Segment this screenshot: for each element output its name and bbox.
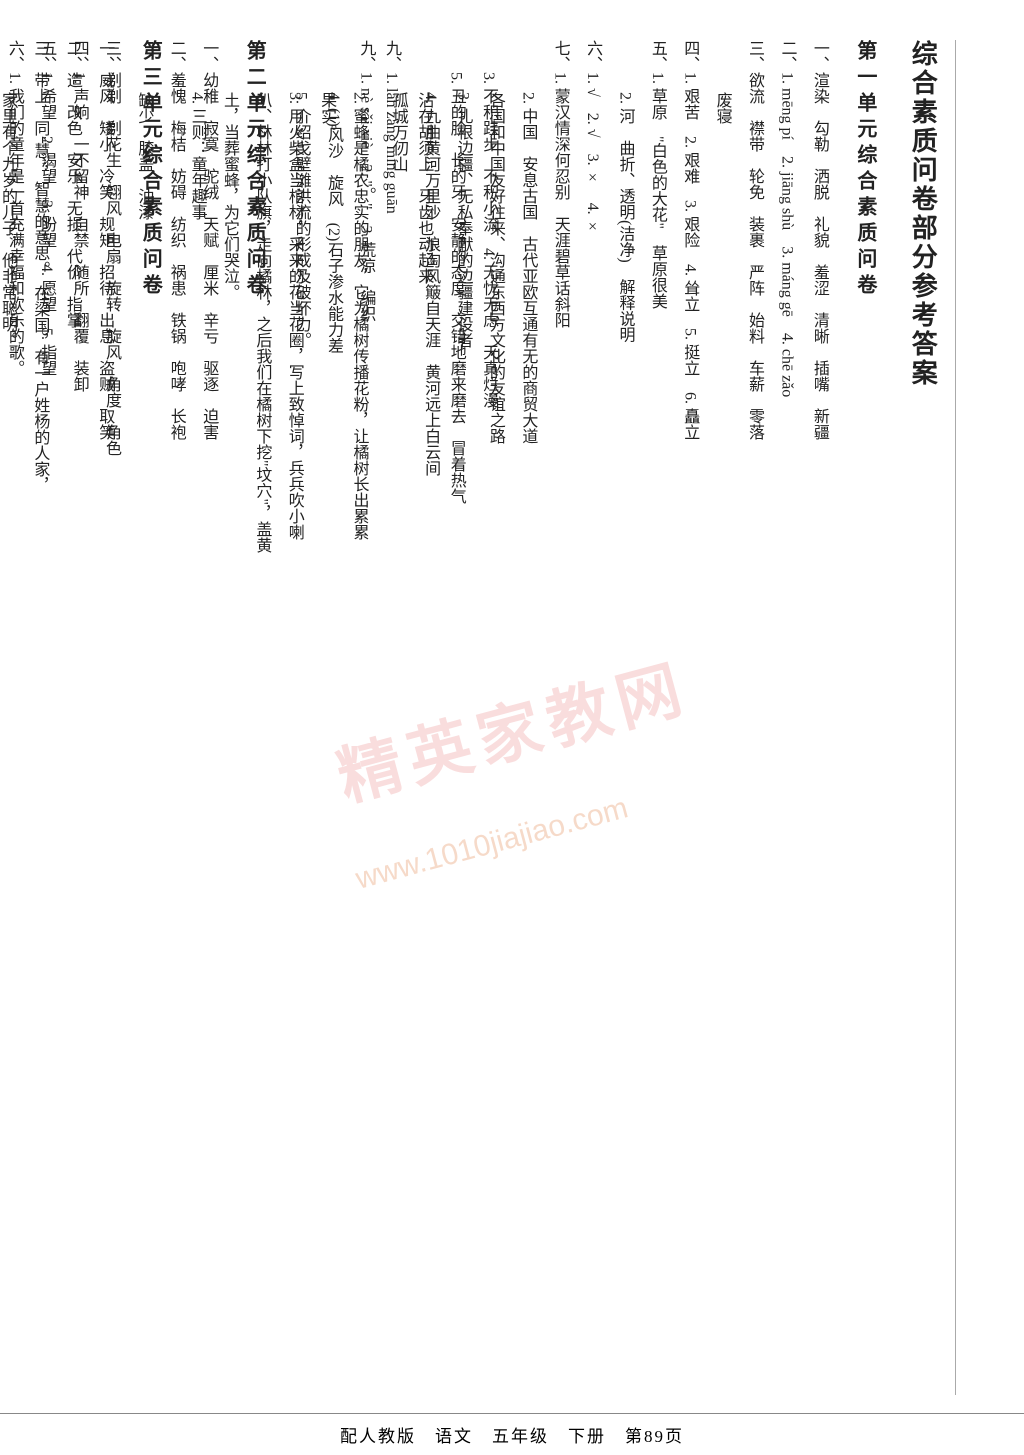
left-column: 综合素质问卷部分参考答案 第一单元综合素质问卷 一、渲染 勾勒 洒脱 礼貌 羞涩… — [503, 40, 956, 1395]
text-line: 5. 介绍戈壁滩洪流的形成及破坏力。 — [285, 60, 315, 1395]
text-line: 各国和中国友好往来、沟通东西方文化的友谊之路 — [480, 60, 510, 1395]
text-line: 六、1. √ 2. √ 3. × 4. × — [577, 40, 607, 1395]
text-line: 2. 河 曲折、透明(洁净) 解释说明 — [609, 60, 639, 1395]
text-line: 废寝 — [706, 60, 736, 1395]
text-line: 四、1. 声响 一不留神 自禁 随所 翻覆 装卸 — [63, 40, 93, 1395]
text-line: 一、渲染 勾勒 洒脱 礼貌 羞涩 清晰 插嘴 新疆 — [803, 40, 833, 1395]
text-line: 二、1. mēng pí 2. jiāng shù 3. máng gē 4. … — [771, 40, 801, 1395]
text-line: 4. (1)风沙 旋风 (2)石子渗水能力差 — [318, 60, 348, 1395]
unit1-title: 第一单元综合素质问卷 — [846, 40, 884, 1395]
text-line: 七、1. 蒙汉情深何忍别 天涯碧草话斜阳 — [544, 40, 574, 1395]
text-line: 三、欲流 襟带 轮免 装裹 严阵 始料 车薪 零落 — [739, 40, 769, 1395]
text-line: 二、羞愧 梅桔 妨碍 纺织 祸患 铁锅 咆哮 长袍 — [160, 40, 190, 1395]
text-line: 3. 扎根边疆、无私奉献的边疆建设者 — [447, 60, 477, 1395]
text-line: 4. 九曲黄河万里沙 浪淘风簸自天涯 黄河远上白云间 — [415, 60, 445, 1395]
text-line: 四、1. 艰苦 2. 艰难 3. 艰险 4. 耸立 5. 挺立 6. 矗立 — [674, 40, 704, 1395]
text-line: 2. 中国 安息古国 古代亚欧互通有无的商贸大道 — [512, 60, 542, 1395]
text-line: 九、1. nè sǎi xiè 2. "。" 3. 荒凉 编织 — [350, 40, 380, 1395]
text-line: 缺少 膝盖 油漆 — [128, 60, 158, 1395]
unit2-title: 第二单元综合素质问卷 — [235, 40, 273, 1395]
text-line: 孤城万仞山 — [382, 60, 412, 1395]
text-line: 五、1. 希望 2. 渴望 3. 盼望 4. 愿望 5. 指望 — [31, 40, 61, 1395]
page-container: 3. 不积跬步 不积小流 4. 无忧无虑 天真烂漫 5. 丑的脸 长的牙 安静的… — [0, 0, 1024, 1455]
text-line: 三、剃剃 剃花生 翎风 电扇 旋转 旋风 角度 角色 — [96, 40, 126, 1395]
page-footer: 配人教版 语文 五年级 下册 第89页 — [0, 1413, 1024, 1455]
text-line: 六、1. 我们的童年是一首充满幸福和欢乐的歌。 — [0, 40, 29, 1395]
text-line: 一、幼稚 寂寞 驼绒 天赋 厘米 辛亏 驱逐 迫害 — [193, 40, 223, 1395]
text-line: 五、1. 草原 "白色的大花" 草原很美 — [641, 40, 671, 1395]
main-title: 综合素质问卷部分参考答案 — [898, 40, 947, 1395]
footer-text: 配人教版 语文 五年级 下册 第89页 — [340, 1422, 684, 1447]
